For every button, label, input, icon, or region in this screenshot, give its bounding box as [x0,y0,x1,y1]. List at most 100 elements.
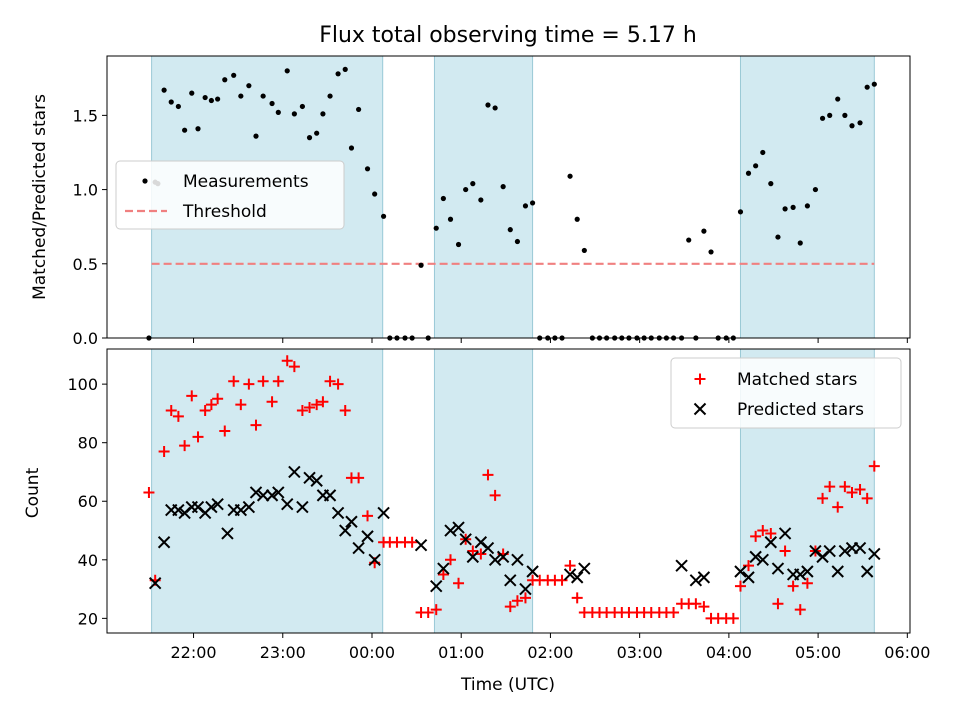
measurement-point [492,105,498,111]
predicted-star-point [310,474,323,487]
matched-star-point [243,378,255,390]
measurement-point [447,216,454,222]
measurement-point [522,203,529,209]
predicted-star-point [734,565,747,578]
measurement-point [320,111,326,117]
ratio-panel: 0.0 0.5 1.0 1.5 Measurements Threshold [73,55,911,348]
predicted-star-point [377,506,390,520]
matched-star-point [743,560,755,572]
matched-star-point [504,601,516,613]
measurement-point [842,112,848,118]
matched-star-point [165,404,177,416]
measurement-point [782,206,788,212]
y-tick-label: 60 [78,492,98,511]
measurement-point [857,120,863,126]
x-tick-label: 02:00 [527,643,573,662]
measurement-point [175,103,181,110]
predicted-star-point [519,582,532,596]
measurement-point [686,237,692,243]
predicted-star-point [496,550,510,564]
measurement-point [253,133,259,139]
top-axes-frame [106,55,911,339]
predicted-star-point [256,489,270,502]
predicted-star-point [771,562,785,575]
measurement-point [161,87,167,93]
measurement-point [849,123,855,129]
top-legend: Measurements Threshold [115,160,345,230]
y-tick-label: 100 [67,375,98,394]
matched-star-point [482,469,494,481]
matched-star-point [861,492,873,504]
matched-star-point [489,489,501,501]
matched-star-point [787,580,799,592]
measurement-point [208,97,214,104]
legend-box [115,160,345,230]
matched-star-point [571,592,583,604]
predicted-star-point [481,541,495,555]
matched-star-point [272,375,284,387]
measurement-point [804,203,810,209]
predicted-star-point [345,515,358,528]
predicted-star-point [172,503,185,517]
matched-star-point [250,419,262,431]
legend-marker-predicted [693,402,707,416]
y-tick-label: 20 [78,609,98,628]
predicted-star-point [526,565,539,578]
predicted-star-point [488,553,502,567]
predicted-star-point [205,500,218,514]
measurement-point [500,184,506,190]
x-axis-label: Time (UTC) [460,675,555,695]
measurement-point [485,102,491,108]
matched-star-point [846,486,858,498]
counts-panel: 20 40 60 80 100 22:00 23:00 00:00 01:00 02:00 03:0… [67,348,930,662]
predicted-star-point [801,565,814,578]
bottom-y-axis-label: Count [23,467,43,518]
matched-star-point [235,399,247,411]
x-tick-label: 04:00 [706,643,752,662]
measurement-point [222,77,228,83]
legend-label-predicted: Predicted stars [737,400,864,420]
matched-star-point [668,607,680,619]
matched-star-point [179,440,191,452]
predicted-star-point [331,506,345,520]
predicted-star-point [697,571,711,584]
predicted-star-point [221,527,234,540]
x-tick-label: 01:00 [438,643,484,662]
matched-star-point [353,472,365,484]
matched-star-point [824,481,836,493]
measurement-point [182,127,188,133]
matched-star-point [734,580,746,592]
measurement-point [284,68,290,74]
matched-star-point [186,390,198,402]
predicted-star-point [296,500,309,514]
matched-star-point [143,486,155,498]
observing-window-band [433,55,534,339]
measurement-point [433,225,439,231]
measurement-point [775,234,781,240]
predicted-star-point [570,571,584,584]
measurement-point [574,216,580,222]
matched-star-point [422,607,434,619]
measurement-point [797,240,803,246]
predicted-star-point [265,489,279,502]
matched-star-point [832,501,844,513]
bottom-axes-frame [106,348,911,634]
matched-star-point [437,568,449,580]
measurement-point [708,249,714,255]
predicted-star-point [211,497,224,511]
measurement-point [168,99,174,105]
predicted-star-point [249,486,263,499]
measurement-point [202,94,208,101]
measurement-point [291,111,297,117]
matched-star-point [757,525,769,537]
measurement-point [463,186,469,193]
predicted-star-point [778,527,792,540]
matched-star-point [281,355,293,367]
predicted-star-point [157,536,171,549]
x-tick-label: 23:00 [260,643,306,662]
measurement-point [195,126,201,132]
legend-marker-matched [694,373,706,385]
predicted-star-point [823,544,836,558]
predicted-star-point [742,571,755,584]
